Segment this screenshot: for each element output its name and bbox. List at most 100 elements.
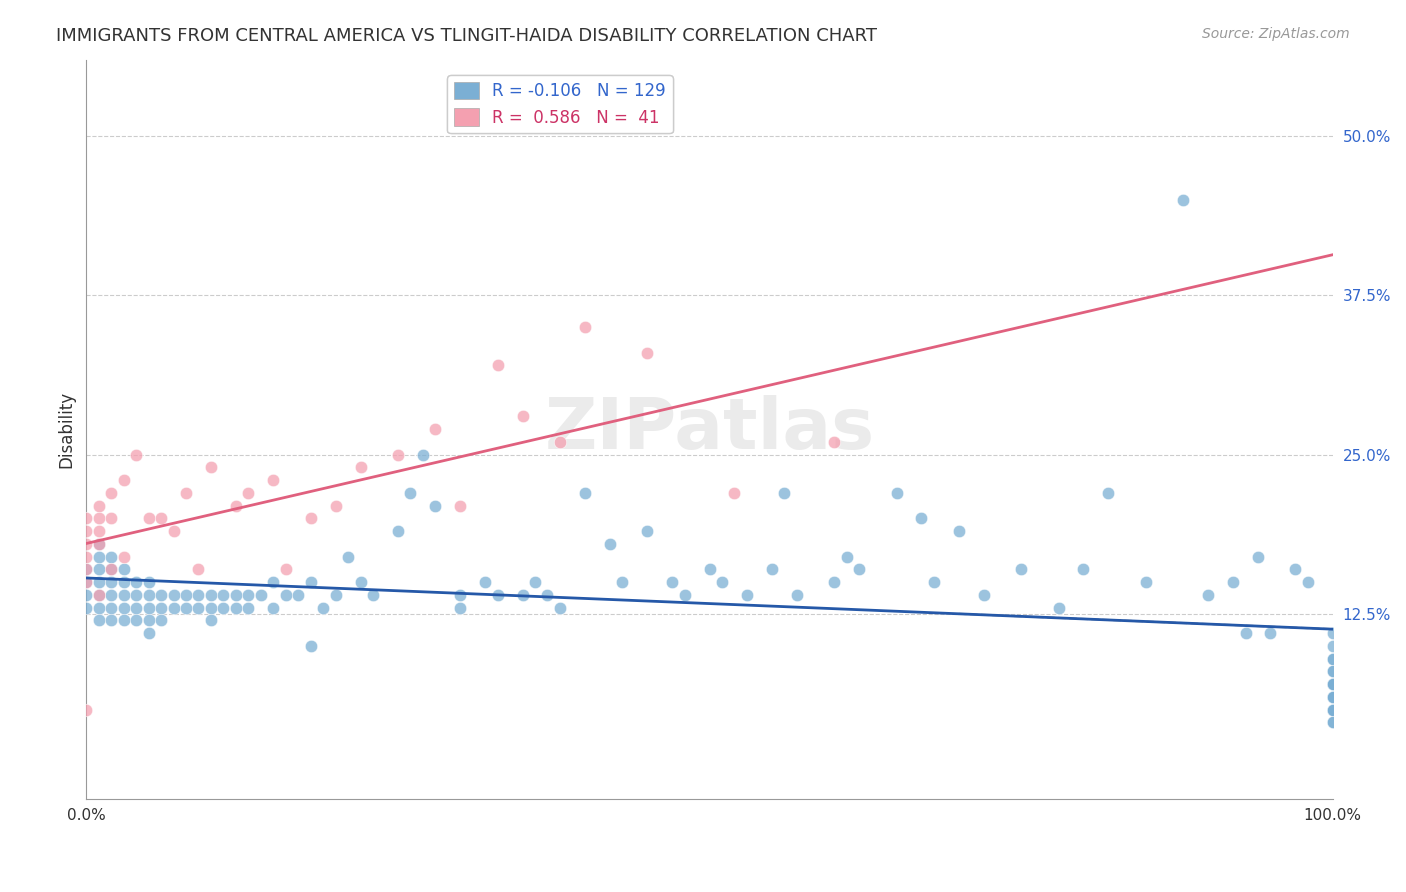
Point	[75, 575, 97, 590]
Point	[187, 588, 209, 602]
Point	[87, 588, 110, 602]
Point	[673, 588, 696, 602]
Point	[661, 575, 683, 590]
Point	[823, 575, 845, 590]
Point	[1260, 626, 1282, 640]
Point	[112, 600, 135, 615]
Point	[112, 613, 135, 627]
Point	[636, 524, 658, 538]
Point	[87, 524, 110, 538]
Point	[200, 613, 222, 627]
Point	[112, 588, 135, 602]
Point	[87, 549, 110, 564]
Point	[238, 588, 260, 602]
Point	[112, 562, 135, 576]
Point	[1322, 715, 1344, 730]
Point	[1322, 702, 1344, 716]
Point	[761, 562, 783, 576]
Point	[87, 588, 110, 602]
Point	[150, 600, 173, 615]
Point	[75, 600, 97, 615]
Point	[1322, 702, 1344, 716]
Point	[474, 575, 496, 590]
Point	[274, 588, 297, 602]
Point	[174, 588, 197, 602]
Point	[75, 702, 97, 716]
Point	[100, 562, 122, 576]
Point	[412, 448, 434, 462]
Point	[425, 422, 447, 436]
Point	[1322, 665, 1344, 679]
Point	[449, 600, 471, 615]
Point	[75, 588, 97, 602]
Point	[87, 575, 110, 590]
Point	[187, 600, 209, 615]
Point	[835, 549, 858, 564]
Point	[361, 588, 384, 602]
Point	[1247, 549, 1270, 564]
Point	[612, 575, 634, 590]
Point	[1322, 702, 1344, 716]
Legend: R = -0.106   N = 129, R =  0.586   N =  41: R = -0.106 N = 129, R = 0.586 N = 41	[447, 75, 672, 133]
Point	[200, 588, 222, 602]
Point	[125, 575, 148, 590]
Text: Source: ZipAtlas.com: Source: ZipAtlas.com	[1202, 27, 1350, 41]
Point	[75, 537, 97, 551]
Point	[287, 588, 309, 602]
Point	[1322, 702, 1344, 716]
Point	[212, 588, 235, 602]
Point	[138, 575, 160, 590]
Point	[87, 537, 110, 551]
Point	[1322, 639, 1344, 653]
Point	[387, 524, 409, 538]
Point	[886, 486, 908, 500]
Point	[599, 537, 621, 551]
Point	[1322, 677, 1344, 691]
Point	[312, 600, 335, 615]
Point	[262, 473, 284, 487]
Point	[486, 588, 509, 602]
Point	[174, 486, 197, 500]
Point	[262, 575, 284, 590]
Point	[1296, 575, 1319, 590]
Point	[1322, 677, 1344, 691]
Point	[848, 562, 870, 576]
Point	[100, 511, 122, 525]
Point	[699, 562, 721, 576]
Point	[735, 588, 758, 602]
Point	[150, 588, 173, 602]
Point	[1322, 690, 1344, 704]
Point	[325, 588, 347, 602]
Point	[212, 600, 235, 615]
Point	[723, 486, 745, 500]
Point	[100, 486, 122, 500]
Point	[1284, 562, 1306, 576]
Point	[238, 486, 260, 500]
Point	[823, 434, 845, 449]
Point	[187, 562, 209, 576]
Point	[1322, 626, 1344, 640]
Point	[100, 613, 122, 627]
Point	[138, 600, 160, 615]
Point	[399, 486, 422, 500]
Point	[125, 448, 148, 462]
Point	[425, 499, 447, 513]
Point	[262, 600, 284, 615]
Point	[174, 600, 197, 615]
Point	[225, 600, 247, 615]
Point	[636, 345, 658, 359]
Point	[1135, 575, 1157, 590]
Point	[325, 499, 347, 513]
Point	[449, 588, 471, 602]
Point	[100, 575, 122, 590]
Point	[87, 537, 110, 551]
Point	[512, 409, 534, 424]
Point	[1047, 600, 1070, 615]
Point	[773, 486, 796, 500]
Point	[1222, 575, 1244, 590]
Point	[100, 549, 122, 564]
Point	[1322, 690, 1344, 704]
Point	[138, 511, 160, 525]
Point	[125, 600, 148, 615]
Text: ZIPatlas: ZIPatlas	[544, 394, 875, 464]
